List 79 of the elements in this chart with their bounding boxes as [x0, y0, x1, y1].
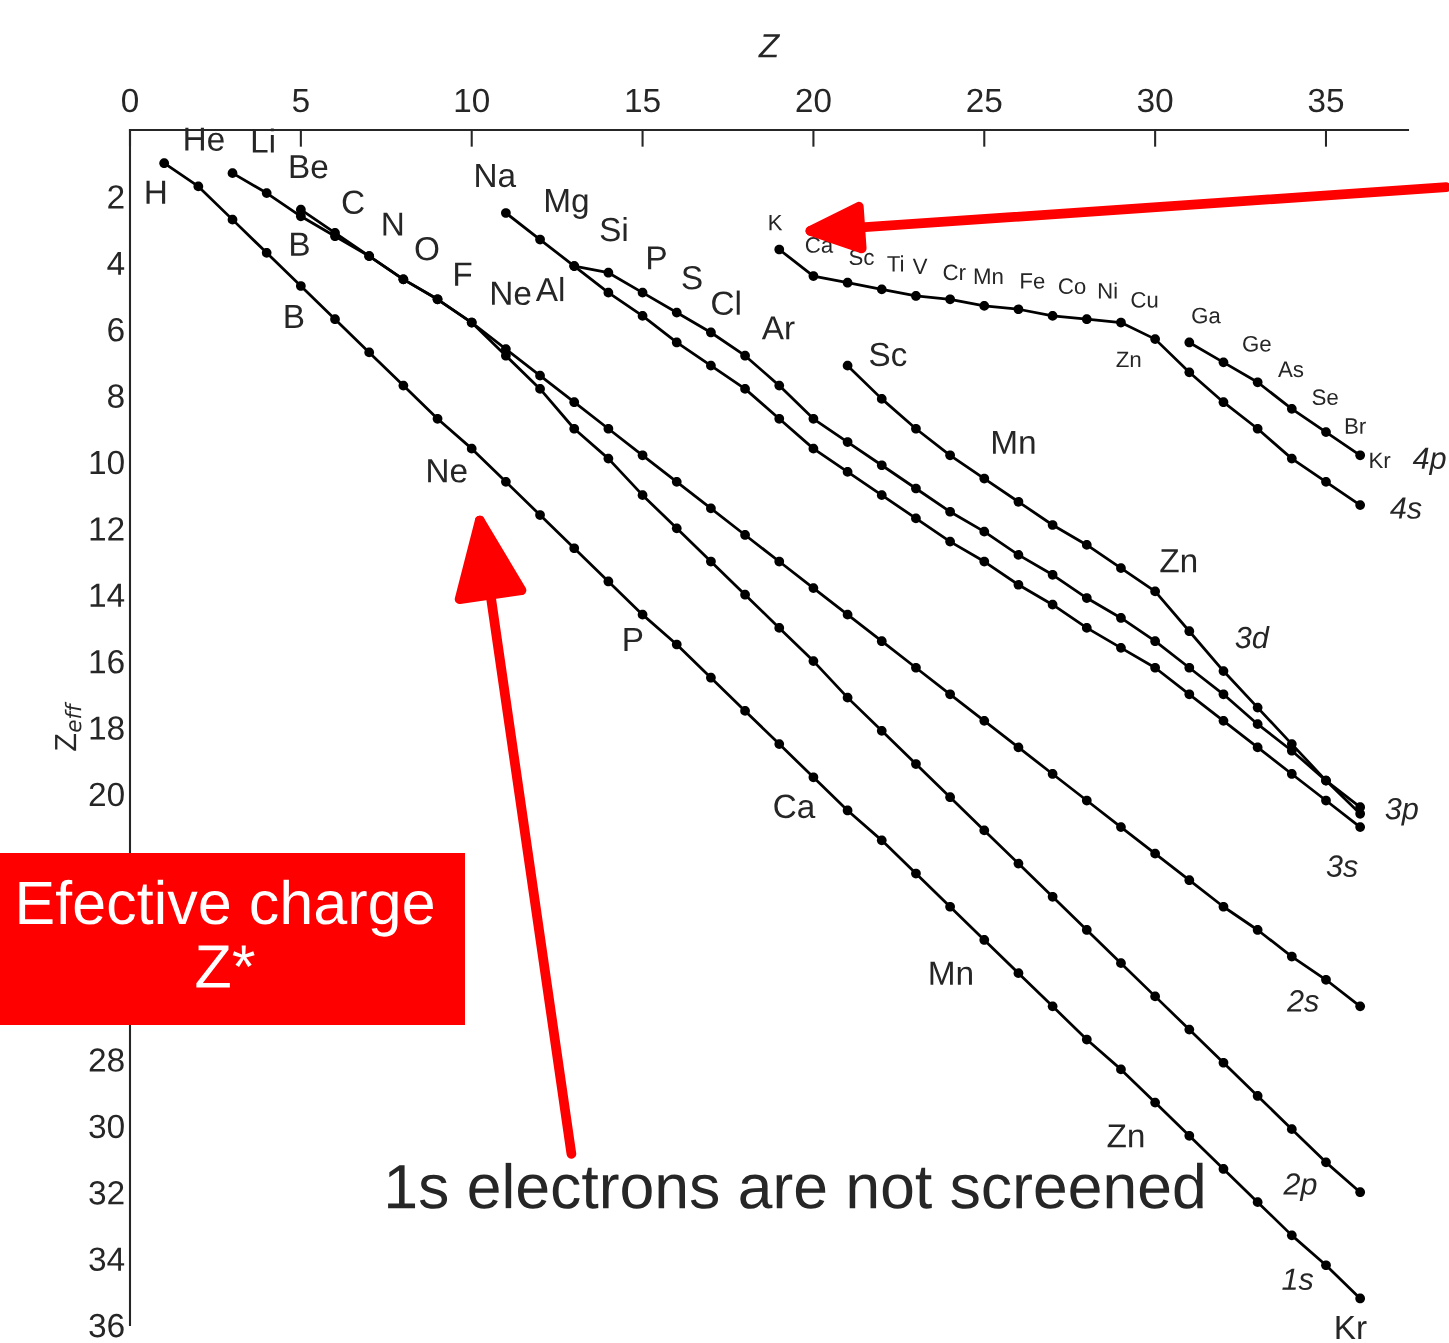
annotation: Kr	[1370, 452, 1391, 468]
annotation: Mn	[993, 430, 1035, 454]
annotation: B	[285, 305, 304, 328]
annotation: Na	[476, 163, 517, 188]
annotation: Ca	[805, 237, 834, 253]
annotation: Cl	[712, 290, 740, 316]
annotation: S	[682, 265, 702, 290]
series-label: 2s	[1286, 990, 1319, 1012]
annotation: Ne	[492, 281, 531, 306]
y-tick-label: 30	[89, 1114, 124, 1139]
y-tick-label: 20	[89, 782, 124, 807]
annotation: F	[455, 262, 472, 286]
annotation: Ne	[428, 459, 467, 483]
annotation: Si	[600, 216, 627, 242]
annotation: H	[146, 180, 166, 204]
annotation: 1s electrons are not screened	[388, 1162, 1203, 1209]
x-tick-label: 10	[455, 88, 489, 113]
y-tick-label: 12	[90, 517, 124, 541]
annotation: Se	[1312, 389, 1338, 406]
annotation: As	[1278, 361, 1304, 378]
annotation: Kr	[1336, 1316, 1367, 1340]
annotation: Ge	[1243, 335, 1271, 352]
x-tick-label: 30	[1137, 88, 1173, 113]
annotation: Cr	[943, 264, 966, 281]
x-tick-label: 20	[796, 88, 831, 113]
annotation: Ti	[887, 255, 903, 272]
y-tick-label: 34	[89, 1247, 125, 1272]
annotation: He	[185, 127, 224, 151]
annotation: Be	[290, 155, 328, 179]
annotation: Ni	[1098, 282, 1117, 299]
series-label: 1s	[1282, 1268, 1314, 1290]
series-label: 3d	[1235, 625, 1270, 649]
annotation: Fe	[1021, 273, 1045, 289]
x-axis-title: Z	[758, 34, 781, 58]
y-tick-label: 16	[90, 649, 124, 674]
annotation: Co	[1058, 278, 1086, 295]
series-label: 4s	[1390, 497, 1422, 519]
y-tick-label: 14	[90, 583, 125, 607]
x-tick-label: 35	[1308, 88, 1344, 113]
series-label: 4p	[1412, 447, 1446, 476]
x-tick-label: 5	[292, 89, 309, 113]
y-tick-label: 6	[108, 317, 124, 342]
annotation: Al	[535, 276, 564, 302]
annotation: O	[415, 236, 439, 261]
y-axis-title: Z$_{eff}$	[55, 701, 82, 751]
series-label: 3s	[1326, 855, 1358, 877]
annotation: B	[291, 232, 309, 256]
y-tick-label: 4	[107, 251, 125, 275]
annotation: Mn	[974, 268, 1003, 284]
series-label: 2p	[1283, 1173, 1317, 1201]
annotation: Sc	[869, 342, 907, 367]
y-tick-label: 8	[108, 384, 124, 408]
x-tick-label: 0	[122, 88, 138, 113]
y-tick-label: 10	[90, 450, 124, 475]
annotation: C	[342, 190, 364, 215]
annotation: Ga	[1192, 307, 1221, 324]
y-tick-label: 2	[108, 185, 124, 209]
annotation: Ca	[774, 794, 816, 819]
y-tick-label: 36	[89, 1313, 124, 1338]
annotation: Efective charge Z*	[19, 879, 433, 988]
x-tick-label: 15	[626, 89, 660, 113]
annotation: K	[769, 214, 783, 231]
series-label: 3p	[1385, 797, 1418, 826]
x-tick-label: 25	[967, 88, 1002, 113]
annotation: V	[912, 258, 928, 274]
annotation: Zn	[1160, 549, 1197, 573]
annotation: Cu	[1131, 291, 1158, 308]
annotation: Br	[1345, 418, 1366, 434]
annotation: Mg	[546, 189, 588, 219]
y-tick-label: 18	[90, 716, 124, 740]
annotation: Zn	[1116, 351, 1141, 368]
annotation: P	[624, 628, 643, 652]
y-tick-label: 28	[89, 1048, 124, 1072]
annotation: Zn	[1107, 1124, 1144, 1148]
annotation: Mn	[930, 961, 972, 985]
y-tick-label: 32	[89, 1181, 124, 1205]
annotation: N	[383, 212, 403, 236]
annotation: Ar	[761, 316, 795, 340]
annotation: P	[648, 246, 666, 270]
